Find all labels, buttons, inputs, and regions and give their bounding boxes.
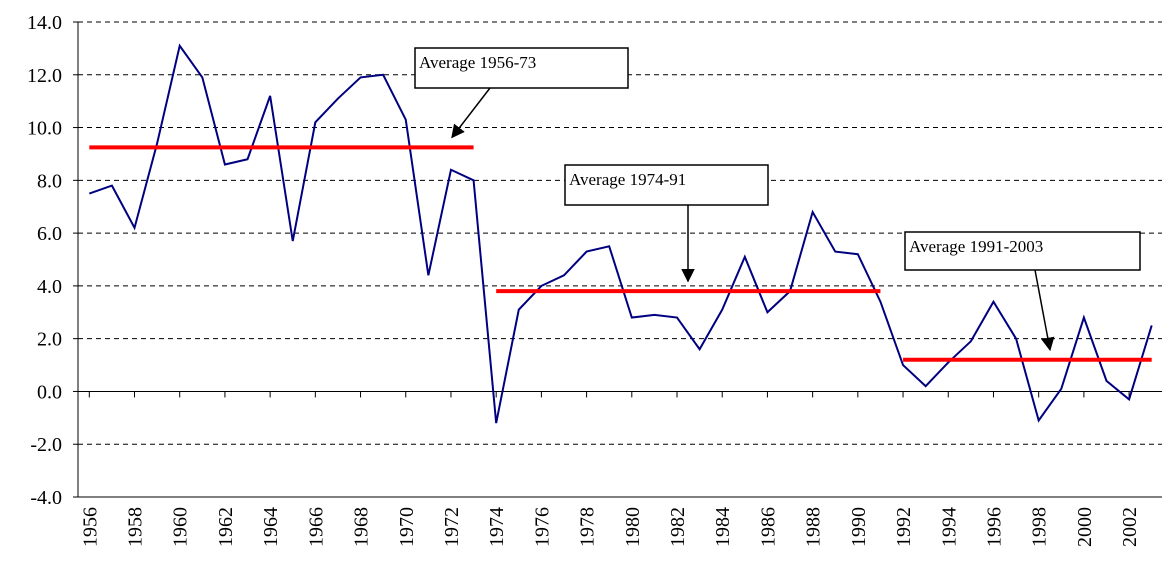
x-tick-label: 1994: [938, 507, 960, 547]
x-tick-label: 1980: [622, 507, 644, 547]
x-tick-label: 1968: [351, 507, 373, 547]
y-tick-label: 4.0: [37, 276, 62, 298]
annotation-box: [904, 231, 1141, 271]
x-tick-label: 1958: [125, 507, 147, 547]
y-tick-label: 12.0: [27, 65, 62, 87]
annotation-label: Average 1956-73: [419, 53, 536, 72]
y-tick-label: 8.0: [37, 170, 62, 192]
y-tick-label: -2.0: [30, 434, 62, 456]
y-tick-label: 14.0: [27, 12, 62, 34]
y-tick-label: 0.0: [37, 381, 62, 403]
data-line: [88, 43, 1153, 424]
annotation-arrow: [1034, 269, 1055, 352]
x-tick-label: 1992: [893, 507, 915, 547]
annotation-label: Average 1974-91: [569, 170, 686, 189]
x-tick-label: 1982: [667, 507, 689, 547]
x-tick-label: 2002: [1119, 507, 1141, 547]
annotation-label: Average 1991-2003: [909, 237, 1043, 256]
x-tick-label: 2000: [1074, 507, 1096, 547]
y-tick-label: 2.0: [37, 329, 62, 351]
y-tick-label: -4.0: [30, 487, 62, 509]
annotation-box: [564, 164, 769, 206]
x-tick-label: 1988: [803, 507, 825, 547]
y-tick-label: 10.0: [27, 118, 62, 140]
y-tick-label: 6.0: [37, 223, 62, 245]
x-tick-label: 1960: [170, 507, 192, 547]
x-tick-label: 1986: [757, 507, 779, 547]
x-tick-label: 1970: [396, 507, 418, 547]
x-tick-label: 1998: [1029, 507, 1051, 547]
x-tick-label: 1964: [260, 507, 282, 547]
x-tick-label: 1996: [983, 507, 1005, 547]
x-tick-label: 1956: [79, 507, 101, 547]
x-tick-label: 1976: [531, 507, 553, 547]
x-tick-label: 1966: [305, 507, 327, 547]
x-tick-label: 1990: [848, 507, 870, 547]
annotation-box: [414, 47, 629, 89]
x-tick-label: 1978: [577, 507, 599, 547]
x-tick-label: 1962: [215, 507, 237, 547]
annotation-arrow: [451, 87, 491, 139]
x-tick-label: 1984: [712, 507, 734, 547]
x-tick-label: 1972: [441, 507, 463, 547]
x-tick-label: 1974: [486, 507, 508, 547]
